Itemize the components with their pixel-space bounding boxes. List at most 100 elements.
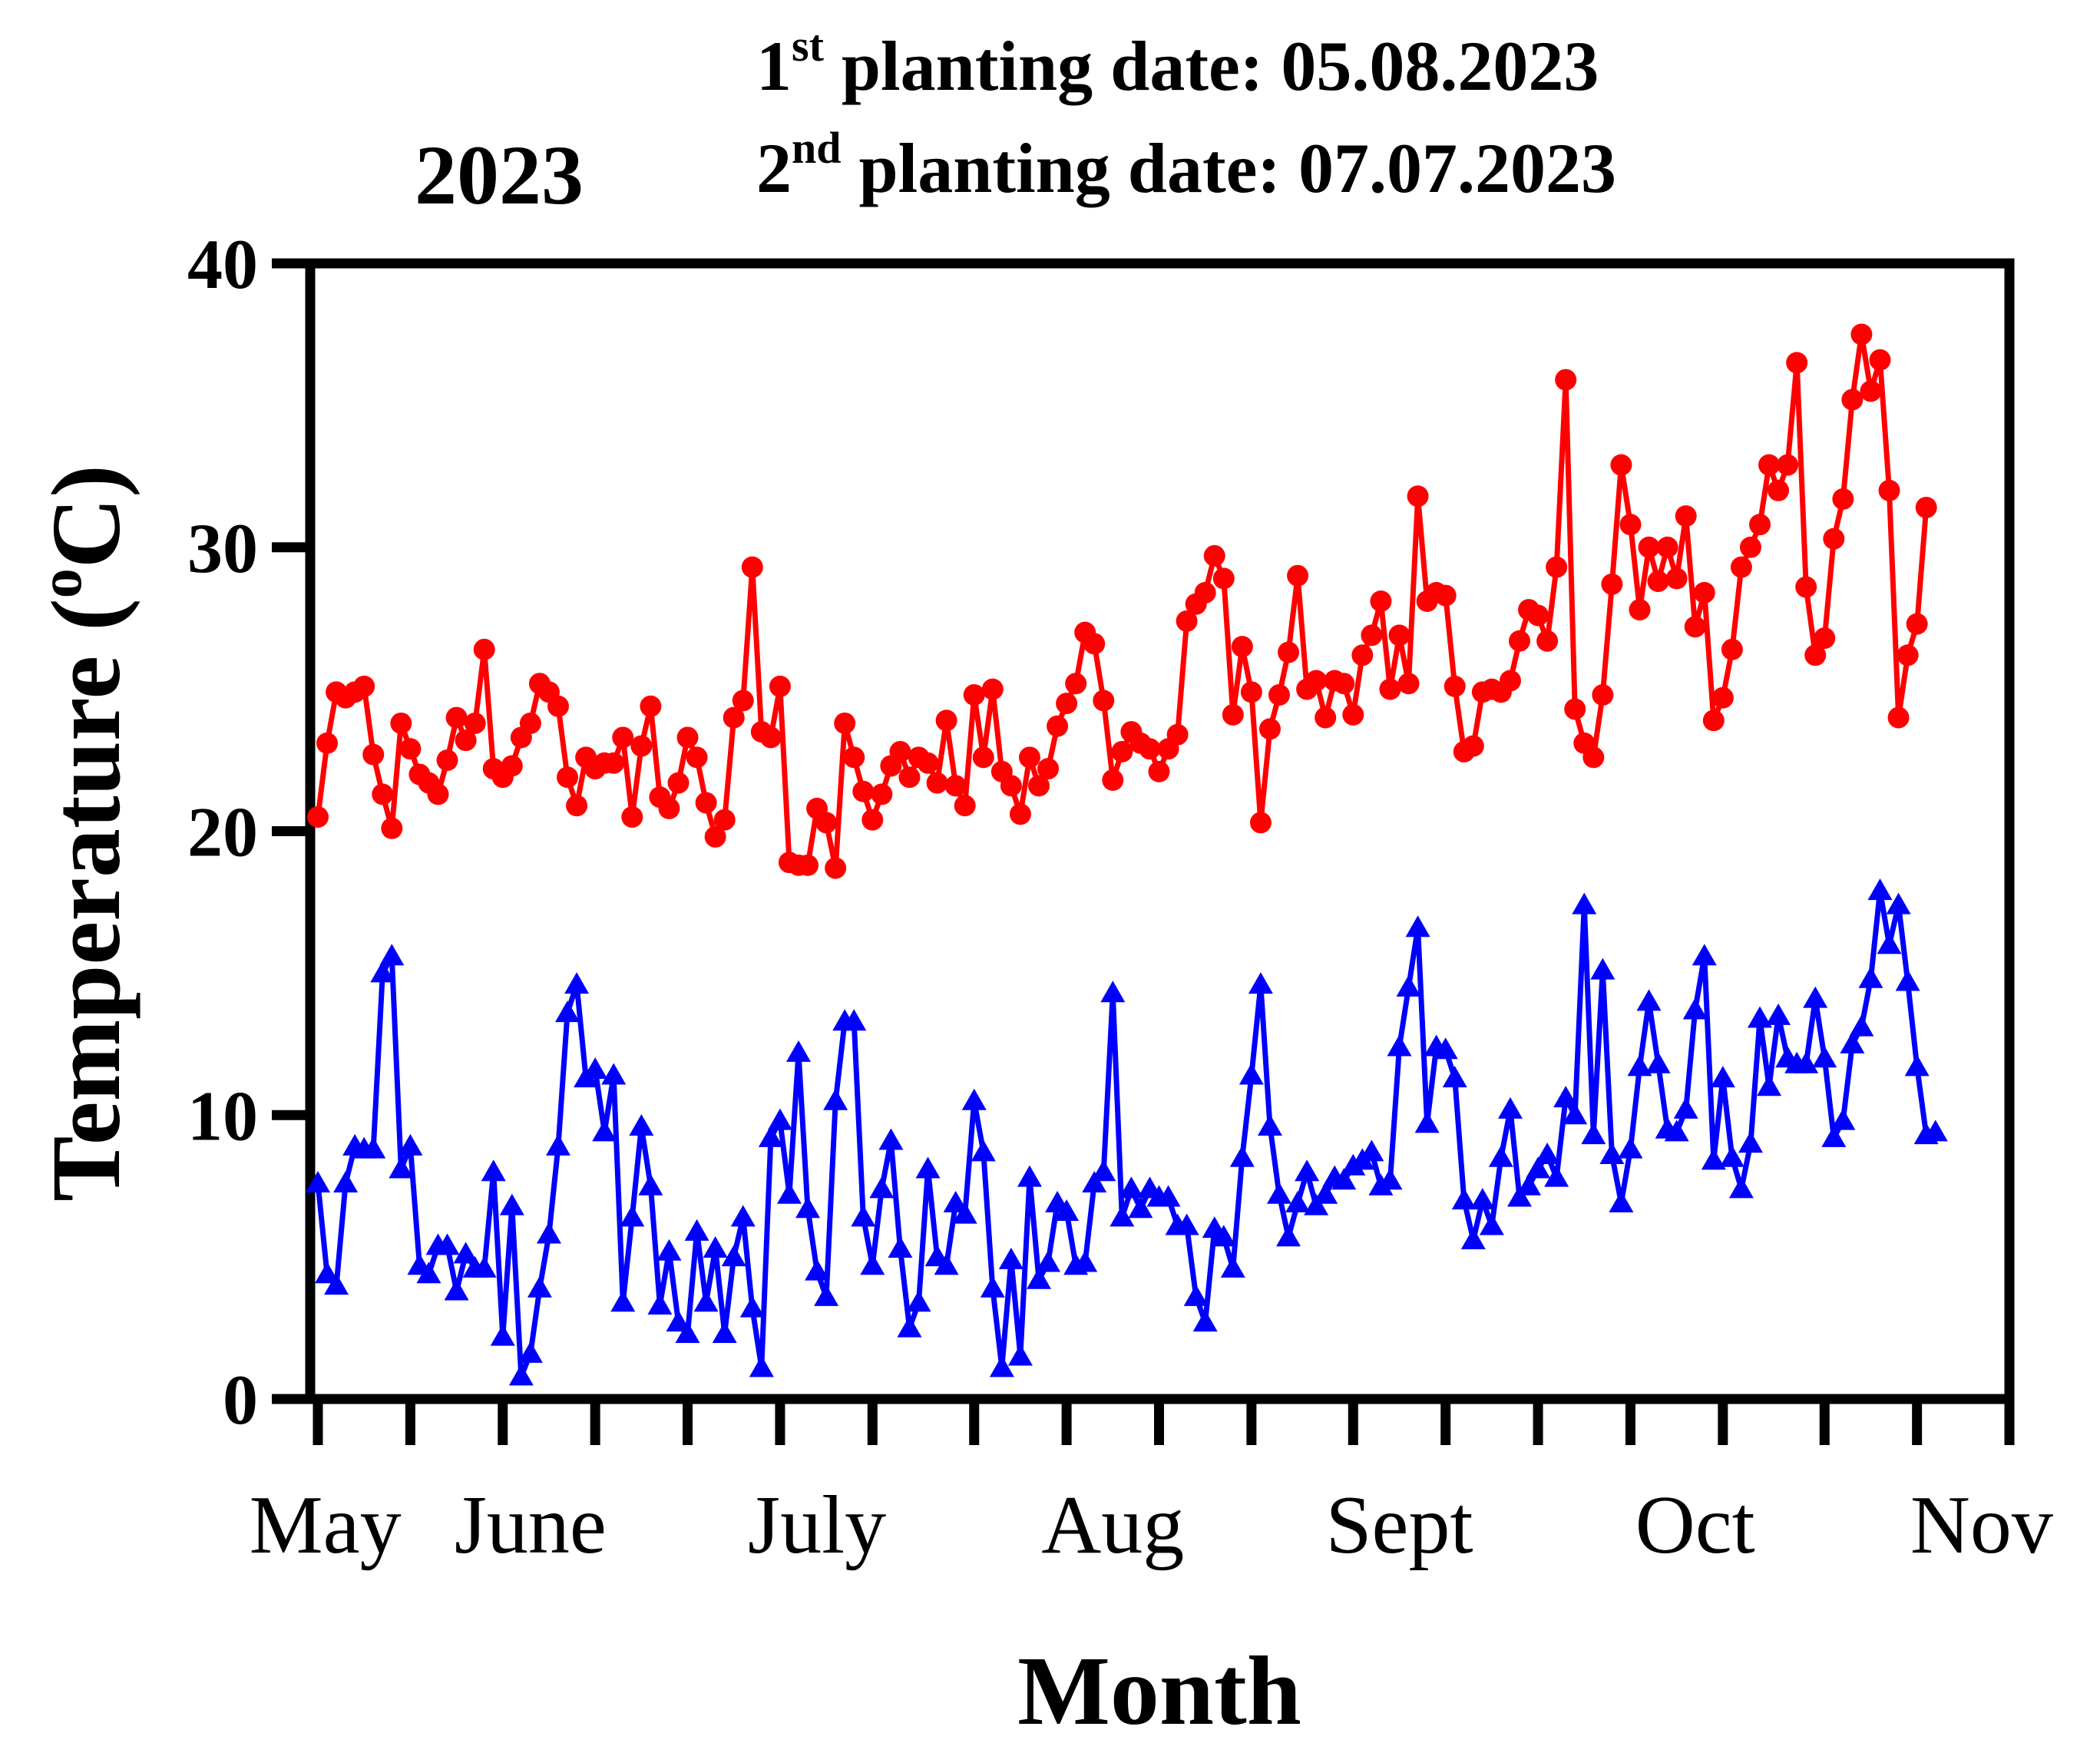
data-point: [592, 1120, 617, 1142]
data-point: [730, 1205, 756, 1227]
data-point: [1285, 1190, 1311, 1212]
data-point: [1692, 944, 1717, 966]
x-axis-labels: May June July Aug Sept Oct Nov: [250, 1480, 2053, 1571]
data-point: [860, 1253, 885, 1275]
data-point: [1645, 1051, 1671, 1073]
y-tick-label: 0: [223, 1361, 258, 1439]
data-point: [455, 729, 477, 752]
data-point: [954, 795, 976, 817]
data-point: [852, 780, 875, 802]
data-point: [1527, 604, 1549, 627]
data-point: [721, 1245, 746, 1267]
x-tick-label: Nov: [1910, 1480, 2053, 1571]
annotation-2-suffix: nd: [792, 123, 842, 173]
data-point: [1886, 892, 1911, 914]
data-point: [1877, 932, 1902, 954]
data-point: [1564, 698, 1586, 720]
data-point: [1240, 681, 1262, 703]
data-point: [471, 1255, 497, 1278]
data-point: [1897, 644, 1919, 666]
data-point: [1018, 746, 1040, 769]
data-point: [1397, 673, 1420, 695]
data-point: [878, 1128, 904, 1150]
data-point: [333, 1170, 359, 1192]
data-point: [1814, 627, 1836, 650]
data-point: [564, 972, 590, 994]
data-point: [1499, 670, 1521, 692]
data-point: [1211, 1225, 1236, 1247]
data-point: [889, 740, 911, 762]
data-point: [1721, 638, 1743, 660]
data-point: [769, 675, 791, 697]
data-point: [353, 675, 375, 697]
data-point: [861, 809, 884, 831]
x-tick-label: Aug: [1041, 1480, 1184, 1571]
data-point: [379, 944, 405, 966]
data-point: [1073, 1250, 1098, 1272]
data-point: [926, 772, 948, 794]
data-point: [1812, 1046, 1837, 1068]
data-point: [1278, 641, 1300, 663]
data-point: [749, 1355, 774, 1378]
data-point: [998, 1247, 1024, 1269]
data-point: [361, 1136, 386, 1159]
data-point: [1203, 544, 1225, 567]
data-point: [1444, 675, 1466, 697]
data-point: [1192, 1310, 1218, 1332]
x-axis-title: Month: [1017, 1636, 1301, 1743]
data-point: [1054, 1199, 1080, 1221]
data-point: [1176, 610, 1198, 632]
data-point: [416, 1262, 441, 1284]
data-point: [566, 795, 588, 817]
data-point: [797, 854, 819, 876]
data-point: [372, 783, 394, 805]
data-point: [1405, 915, 1430, 938]
data-point: [1693, 581, 1715, 604]
data-point: [464, 712, 486, 734]
x-tick-label: June: [455, 1480, 607, 1571]
data-point: [1757, 1074, 1782, 1096]
data-point: [961, 1088, 987, 1110]
data-point: [1748, 1006, 1772, 1028]
data-point: [508, 1364, 534, 1386]
data-point: [630, 735, 653, 757]
data-point: [1923, 1120, 1948, 1142]
x-tick-label: May: [250, 1480, 402, 1571]
data-point: [362, 743, 385, 766]
data-point: [381, 817, 403, 839]
data-point: [1535, 1143, 1560, 1165]
data-point: [1553, 1086, 1579, 1108]
data-point: [1377, 1168, 1403, 1190]
data-point: [898, 766, 921, 789]
data-point: [1516, 1173, 1542, 1196]
data-point: [1111, 740, 1133, 762]
data-point: [1231, 636, 1253, 658]
data-point: [1460, 1227, 1486, 1249]
plot-frame: [305, 258, 2015, 1404]
data-point: [935, 709, 957, 732]
data-point: [676, 726, 699, 749]
chart-title: 2023: [415, 128, 584, 222]
data-point: [444, 1278, 469, 1301]
data-point: [640, 695, 662, 717]
data-point: [1878, 479, 1900, 501]
data-point: [1414, 1111, 1440, 1133]
data-point: [546, 1133, 570, 1156]
y-axis-title-main: Temperature (: [31, 598, 141, 1202]
data-point: [1166, 723, 1189, 746]
data-point: [1777, 454, 1799, 476]
data-point: [739, 1295, 765, 1318]
data-point: [1555, 369, 1577, 391]
data-point: [943, 1190, 968, 1212]
data-point: [906, 1290, 931, 1312]
data-point: [490, 1324, 515, 1346]
data-point: [656, 1239, 682, 1261]
data-point: [1037, 758, 1060, 780]
data-point: [1258, 718, 1281, 740]
annotation-1-number: 1: [756, 27, 792, 105]
data-point: [1821, 1125, 1847, 1147]
data-point: [1581, 1123, 1606, 1145]
data-point: [963, 684, 985, 706]
data-point: [1028, 775, 1050, 797]
data-point: [1407, 485, 1429, 508]
